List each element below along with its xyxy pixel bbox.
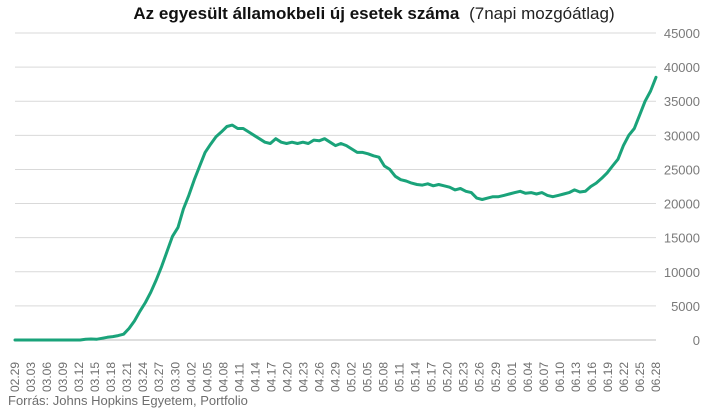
x-tick-label: 04.05	[200, 362, 214, 392]
x-tick-label: 04.17	[264, 362, 278, 392]
x-tick-label: 04.14	[248, 362, 262, 392]
y-tick-label: 35000	[664, 94, 700, 109]
x-tick-label: 05.20	[441, 362, 455, 392]
x-tick-label: 04.02	[184, 362, 198, 392]
y-tick-label: 20000	[664, 197, 700, 212]
y-tick-label: 45000	[664, 26, 700, 41]
x-tick-label: 04.08	[216, 362, 230, 392]
y-tick-label: 40000	[664, 60, 700, 75]
x-tick-label: 05.17	[425, 362, 439, 392]
x-tick-label: 05.02	[345, 362, 359, 392]
x-tick-label: 05.26	[473, 362, 487, 392]
x-tick-label: 06.28	[649, 362, 663, 392]
x-axis: 02.29 03.03 03.06 03.09 03.12 03.15 03.18 03.21…	[8, 362, 663, 392]
x-tick-label: 06.22	[617, 362, 631, 392]
x-tick-label: 03.30	[168, 362, 182, 392]
x-tick-label: 05.11	[393, 363, 407, 392]
x-tick-label: 06.13	[569, 362, 583, 392]
x-tick-label: 05.14	[409, 362, 423, 392]
x-tick-label: 03.27	[152, 362, 166, 392]
x-tick-label: 05.29	[489, 362, 503, 392]
x-tick-label: 03.18	[104, 362, 118, 392]
x-tick-label: 02.29	[8, 362, 22, 392]
x-tick-label: 03.24	[136, 362, 150, 392]
x-tick-label: 03.06	[40, 362, 54, 392]
x-tick-label: 04.29	[329, 362, 343, 392]
x-tick-label: 05.08	[377, 362, 391, 392]
x-tick-label: 03.09	[56, 362, 70, 392]
y-tick-label: 15000	[664, 231, 700, 246]
x-tick-label: 03.03	[24, 362, 38, 392]
x-tick-label: 03.12	[72, 362, 86, 392]
x-tick-label: 04.26	[312, 362, 326, 392]
x-tick-label: 04.20	[280, 362, 294, 392]
x-tick-label: 05.23	[457, 362, 471, 392]
x-tick-label: 05.05	[361, 362, 375, 392]
x-tick-label: 04.11	[232, 363, 246, 392]
grid-lines	[15, 32, 656, 341]
x-tick-label: 06.16	[585, 362, 599, 392]
y-tick-label: 5000	[671, 299, 700, 314]
chart-title-group: Az egyesült államokbeli új esetek száma …	[133, 4, 614, 23]
chart-title: Az egyesült államokbeli új esetek száma	[133, 4, 460, 23]
x-tick-label: 06.01	[505, 362, 519, 392]
series-line	[13, 75, 658, 342]
x-tick-label: 06.07	[537, 362, 551, 392]
x-tick-label: 04.23	[296, 362, 310, 392]
chart-subtitle: (7napi mozgóátlag)	[469, 4, 615, 23]
y-tick-label: 10000	[664, 265, 700, 280]
y-tick-label: 25000	[664, 162, 700, 177]
x-tick-label: 06.04	[521, 362, 535, 392]
x-tick-label: 06.10	[553, 362, 567, 392]
x-tick-label: 06.25	[633, 362, 647, 392]
x-tick-label: 06.19	[601, 362, 615, 392]
x-tick-label: 03.21	[120, 362, 134, 392]
y-axis: 0 5000 10000 15000 20000 25000 30000 35000 40000…	[664, 26, 700, 348]
y-tick-label: 30000	[664, 128, 700, 143]
x-tick-label: 03.15	[88, 362, 102, 392]
plot-area	[13, 75, 658, 342]
y-tick-label: 0	[693, 333, 700, 348]
source-note: Forrás: Johns Hopkins Egyetem, Portfolio	[8, 393, 248, 408]
